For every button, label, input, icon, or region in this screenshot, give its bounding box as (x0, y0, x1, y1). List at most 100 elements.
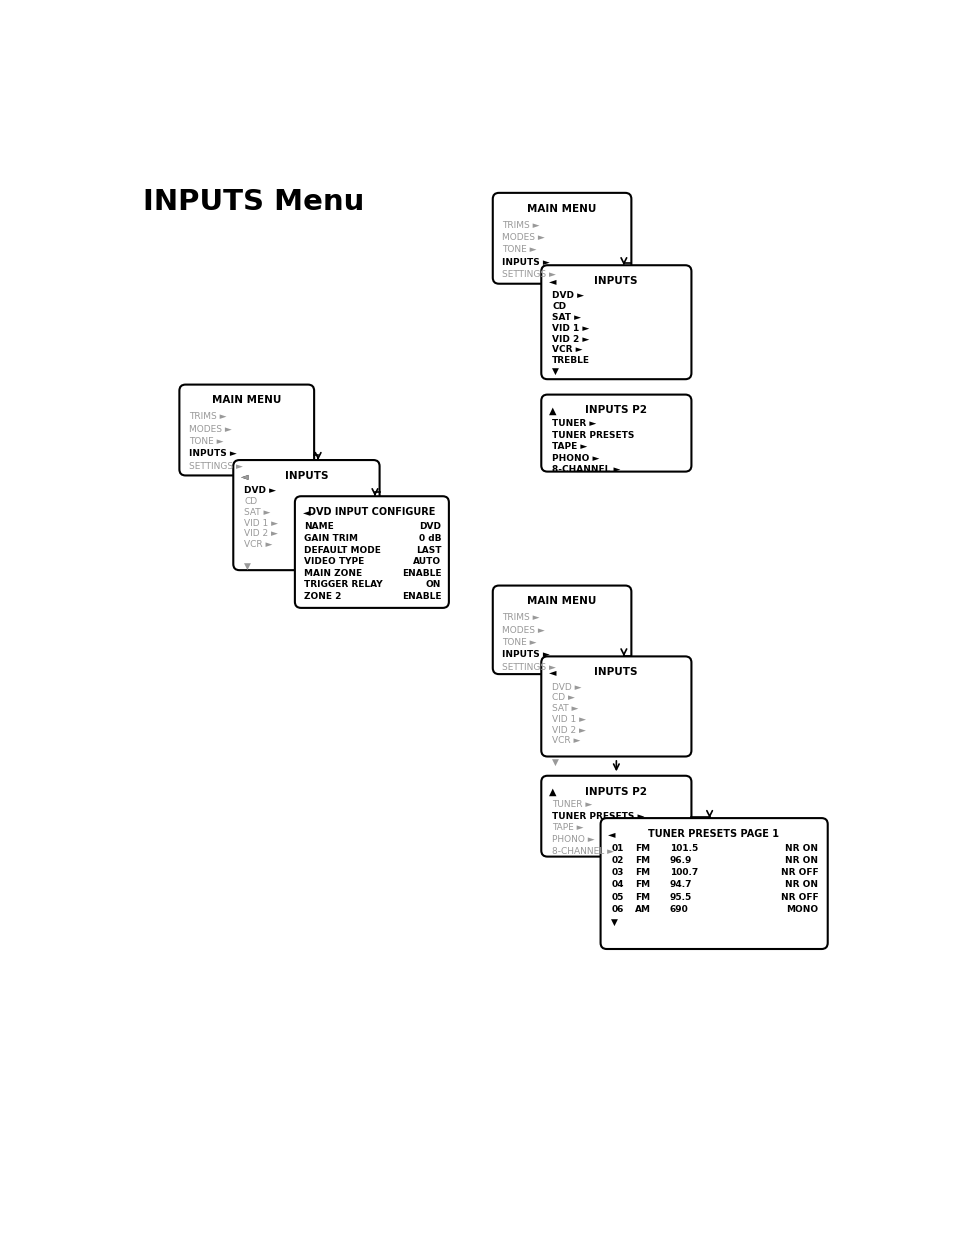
Text: TRIMS ►: TRIMS ► (501, 614, 539, 622)
Text: ENABLE: ENABLE (401, 568, 440, 578)
Text: 02: 02 (611, 856, 623, 864)
Text: ◄: ◄ (241, 471, 248, 480)
Text: TAPE ►: TAPE ► (552, 824, 583, 832)
Text: ◄: ◄ (608, 829, 615, 839)
Text: 690: 690 (669, 905, 688, 914)
Text: 8-CHANNEL ►: 8-CHANNEL ► (552, 846, 614, 856)
Text: TUNER PRESETS: TUNER PRESETS (552, 431, 634, 440)
Text: ON: ON (425, 580, 440, 589)
Text: TRIMS ►: TRIMS ► (189, 412, 226, 421)
FancyBboxPatch shape (540, 776, 691, 857)
Text: INPUTS ►: INPUTS ► (501, 651, 549, 659)
Text: VCR ►: VCR ► (552, 736, 579, 746)
FancyBboxPatch shape (294, 496, 449, 608)
Text: PHONO ►: PHONO ► (552, 835, 594, 844)
Text: SAT ►: SAT ► (552, 704, 578, 713)
Text: NR OFF: NR OFF (781, 868, 818, 877)
Text: MAIN MENU: MAIN MENU (212, 395, 281, 405)
Text: DEFAULT MODE: DEFAULT MODE (304, 546, 380, 555)
Text: MODES ►: MODES ► (501, 626, 544, 635)
Text: ▼: ▼ (552, 367, 558, 375)
Text: 04: 04 (611, 881, 623, 889)
Text: VIDEO TYPE: VIDEO TYPE (304, 557, 364, 566)
Text: 06: 06 (611, 905, 623, 914)
Text: SETTINGS ►: SETTINGS ► (501, 662, 556, 672)
Text: ZONE 2: ZONE 2 (304, 592, 341, 600)
Text: MAIN ZONE: MAIN ZONE (304, 568, 362, 578)
Text: SETTINGS ►: SETTINGS ► (189, 462, 242, 471)
Text: INPUTS ►: INPUTS ► (501, 258, 549, 267)
Text: INPUTS P2: INPUTS P2 (584, 405, 646, 415)
Text: 101.5: 101.5 (669, 844, 698, 852)
Text: LAST: LAST (416, 546, 440, 555)
Text: INPUTS P2: INPUTS P2 (584, 787, 646, 797)
Text: FM: FM (635, 868, 650, 877)
Text: SAT ►: SAT ► (244, 508, 270, 516)
Text: VID 2 ►: VID 2 ► (552, 335, 589, 343)
Text: ▼: ▼ (552, 758, 558, 767)
Text: ▼: ▼ (611, 918, 618, 926)
Text: DVD ►: DVD ► (244, 487, 275, 495)
Text: ◄: ◄ (548, 275, 556, 287)
Text: INPUTS: INPUTS (284, 471, 328, 480)
FancyBboxPatch shape (540, 656, 691, 757)
FancyBboxPatch shape (540, 395, 691, 472)
Text: DVD INPUT CONFIGURE: DVD INPUT CONFIGURE (308, 508, 436, 517)
Text: VID 1 ►: VID 1 ► (552, 715, 585, 724)
Text: TUNER ►: TUNER ► (552, 419, 596, 429)
Text: 8-CHANNEL ►: 8-CHANNEL ► (552, 466, 619, 474)
Text: TONE ►: TONE ► (501, 638, 536, 647)
Text: 95.5: 95.5 (669, 893, 691, 902)
Text: TREBLE: TREBLE (552, 356, 590, 366)
Text: TRIMS ►: TRIMS ► (501, 221, 539, 230)
Text: 100.7: 100.7 (669, 868, 698, 877)
Text: VCR ►: VCR ► (244, 540, 273, 550)
Text: ◄: ◄ (548, 667, 556, 677)
Text: CD: CD (244, 496, 257, 506)
Text: TONE ►: TONE ► (501, 246, 536, 254)
Text: ◄: ◄ (241, 471, 248, 480)
Text: INPUTS ►: INPUTS ► (189, 450, 236, 458)
Text: VID 1 ►: VID 1 ► (244, 519, 277, 527)
Text: 96.9: 96.9 (669, 856, 692, 864)
Text: NR ON: NR ON (784, 856, 818, 864)
Text: VCR ►: VCR ► (552, 346, 582, 354)
Text: TUNER PRESETS PAGE 1: TUNER PRESETS PAGE 1 (648, 829, 779, 839)
Text: 94.7: 94.7 (669, 881, 692, 889)
Text: INPUTS Menu: INPUTS Menu (143, 188, 364, 216)
FancyBboxPatch shape (540, 266, 691, 379)
Text: INPUTS: INPUTS (594, 667, 637, 677)
Text: 05: 05 (611, 893, 623, 902)
Text: 01: 01 (611, 844, 623, 852)
Text: GAIN TRIM: GAIN TRIM (304, 534, 357, 543)
Text: ENABLE: ENABLE (401, 592, 440, 600)
Text: TAPE ►: TAPE ► (552, 442, 587, 451)
Text: NR OFF: NR OFF (781, 893, 818, 902)
Text: NAME: NAME (304, 522, 334, 531)
FancyBboxPatch shape (233, 461, 379, 571)
Text: AUTO: AUTO (413, 557, 440, 566)
Text: CD ►: CD ► (552, 693, 575, 703)
Text: 03: 03 (611, 868, 623, 877)
Text: NR ON: NR ON (784, 844, 818, 852)
Text: FM: FM (635, 881, 650, 889)
Text: DVD: DVD (418, 522, 440, 531)
Text: FM: FM (635, 856, 650, 864)
Text: FM: FM (635, 893, 650, 902)
Text: TUNER PRESETS ►: TUNER PRESETS ► (552, 811, 644, 821)
Text: 0 dB: 0 dB (418, 534, 440, 543)
Text: DVD ►: DVD ► (552, 291, 583, 300)
Text: MODES ►: MODES ► (501, 233, 544, 242)
FancyBboxPatch shape (493, 585, 631, 674)
Text: VID 2 ►: VID 2 ► (244, 530, 277, 538)
Text: AM: AM (635, 905, 651, 914)
Text: VID 2 ►: VID 2 ► (552, 726, 585, 735)
Text: DVD ►: DVD ► (552, 683, 581, 692)
FancyBboxPatch shape (179, 384, 314, 475)
Text: TUNER ►: TUNER ► (552, 800, 592, 809)
Text: TRIGGER RELAY: TRIGGER RELAY (304, 580, 382, 589)
Text: CD: CD (552, 303, 565, 311)
Text: SAT ►: SAT ► (552, 312, 580, 322)
Text: MONO: MONO (785, 905, 818, 914)
Text: ◄: ◄ (302, 508, 310, 517)
